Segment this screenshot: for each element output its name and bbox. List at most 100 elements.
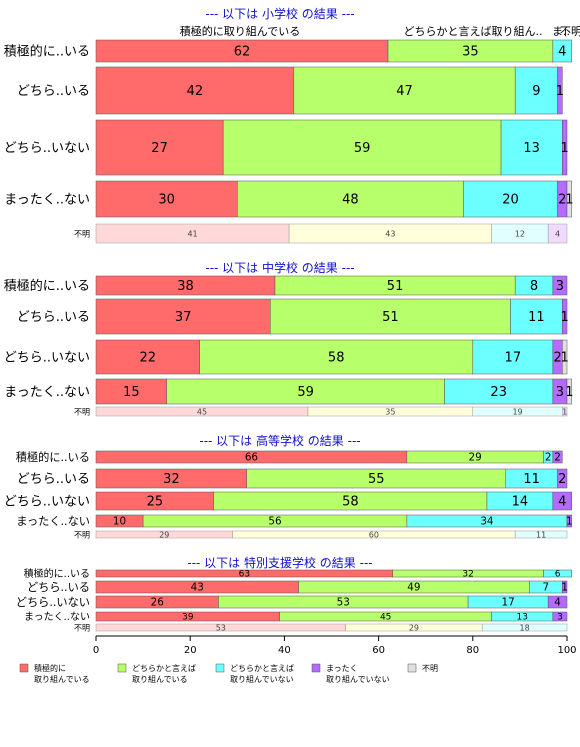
data-label: 29 xyxy=(469,452,482,464)
data-label: 48 xyxy=(342,193,359,208)
x-tick-label: 20 xyxy=(184,645,197,656)
data-label: 49 xyxy=(407,582,420,594)
data-label: 17 xyxy=(505,351,522,366)
bar-segment xyxy=(95,378,167,405)
bar-segment xyxy=(510,298,563,335)
unknown-row-label: 不明 xyxy=(74,624,90,633)
row-label: まったく..ない xyxy=(4,193,90,208)
unknown-bar-segment xyxy=(481,623,568,632)
bar-segment xyxy=(557,66,563,115)
data-label: 47 xyxy=(396,84,413,99)
data-label: 3 xyxy=(557,613,563,623)
bar-segment xyxy=(557,468,568,489)
unknown-row-label: 不明 xyxy=(74,408,90,417)
data-label: 32 xyxy=(163,472,180,487)
row-label: どちら..いない xyxy=(16,596,90,609)
bar-segment xyxy=(237,180,464,218)
legend-label: 取り組んでいない xyxy=(230,674,294,684)
x-tick-label: 40 xyxy=(278,645,291,656)
row-label: まったく..ない xyxy=(4,385,90,400)
data-label: 25 xyxy=(147,495,164,510)
legend-label: まったく xyxy=(326,664,358,673)
bar-segment xyxy=(566,180,572,218)
data-label: 3 xyxy=(556,279,564,294)
data-label: 34 xyxy=(480,516,494,528)
bar-segment xyxy=(566,514,572,528)
unknown-data-label: 29 xyxy=(159,531,169,540)
data-label: 10 xyxy=(113,516,126,528)
bar-segment xyxy=(95,66,295,115)
data-label: 56 xyxy=(268,516,281,528)
data-label: 58 xyxy=(328,351,345,366)
data-label: 66 xyxy=(245,452,258,464)
bar-segment xyxy=(562,339,568,375)
unknown-data-label: 1 xyxy=(562,408,567,417)
legend-label: 積極的に xyxy=(34,663,66,673)
row-label: まったく..ない xyxy=(16,515,90,528)
top-label-4: 不明 xyxy=(560,25,580,38)
unknown-data-label: 41 xyxy=(187,230,197,239)
data-label: 55 xyxy=(368,472,385,487)
data-label: 4 xyxy=(554,597,561,609)
unknown-row-label: 不明 xyxy=(74,531,90,540)
legend-label: 取り組んでいない xyxy=(326,674,390,684)
data-label: 37 xyxy=(175,310,192,325)
x-tick-label: 0 xyxy=(93,645,99,656)
bar-segment xyxy=(293,66,516,115)
legend-label: 取り組んでいる xyxy=(132,674,188,684)
bar-segment xyxy=(552,491,572,511)
bar-segment xyxy=(562,580,568,594)
bar-segment xyxy=(270,298,511,335)
data-label: 51 xyxy=(387,279,404,294)
data-label: 15 xyxy=(123,385,140,400)
legend-label: どちらかと言えば xyxy=(132,663,196,673)
data-label: 22 xyxy=(140,351,157,366)
data-label: 2 xyxy=(553,351,561,366)
data-label: 27 xyxy=(151,141,168,156)
bar-segment xyxy=(95,180,238,218)
row-label: どちら..いる xyxy=(17,472,90,487)
data-label: 59 xyxy=(297,385,314,400)
data-label: 26 xyxy=(151,597,164,609)
panel-title: --- 以下は 高等学校 の結果 --- xyxy=(199,433,360,448)
data-label: 30 xyxy=(158,193,175,208)
data-label: 4 xyxy=(558,45,566,60)
data-label: 1 xyxy=(565,385,573,400)
bar-segment xyxy=(166,378,445,405)
row-label: 積極的に..いる xyxy=(4,278,90,294)
data-label: 6 xyxy=(555,570,561,580)
top-label-3: ま.. xyxy=(552,25,570,38)
row-label: どちら..いる xyxy=(17,84,90,99)
data-label: 51 xyxy=(382,310,399,325)
bar-segment xyxy=(562,298,568,335)
data-label: 11 xyxy=(528,310,545,325)
unknown-data-label: 11 xyxy=(536,531,546,540)
panel-title: --- 以下は 特別支援学校 の結果 --- xyxy=(187,555,372,570)
data-label: 42 xyxy=(187,84,204,99)
unknown-row-label: 不明 xyxy=(74,230,90,239)
bar-segment xyxy=(95,339,200,375)
unknown-data-label: 4 xyxy=(555,230,560,239)
bar-segment xyxy=(552,39,572,63)
top-label-1: 積極的に取り組んでいる xyxy=(180,24,300,38)
data-label: 39 xyxy=(182,613,194,623)
data-label: 20 xyxy=(502,193,519,208)
x-tick-label: 80 xyxy=(466,645,479,656)
legend-label: 取り組んでいる xyxy=(34,674,90,684)
x-tick-label: 100 xyxy=(557,645,576,656)
unknown-data-label: 18 xyxy=(520,624,530,633)
unknown-data-label: 53 xyxy=(216,624,226,633)
x-tick-label: 60 xyxy=(372,645,385,656)
bar-segment xyxy=(562,119,568,176)
legend-label: 不明 xyxy=(422,664,438,673)
unknown-data-label: 12 xyxy=(515,230,525,239)
unknown-bar-segment xyxy=(547,223,568,244)
data-label: 4 xyxy=(558,495,566,510)
data-label: 1 xyxy=(561,582,568,594)
data-label: 1 xyxy=(561,310,569,325)
data-label: 2 xyxy=(554,452,561,464)
data-label: 2 xyxy=(558,193,566,208)
data-label: 63 xyxy=(239,570,250,580)
bar-segment xyxy=(472,339,554,375)
